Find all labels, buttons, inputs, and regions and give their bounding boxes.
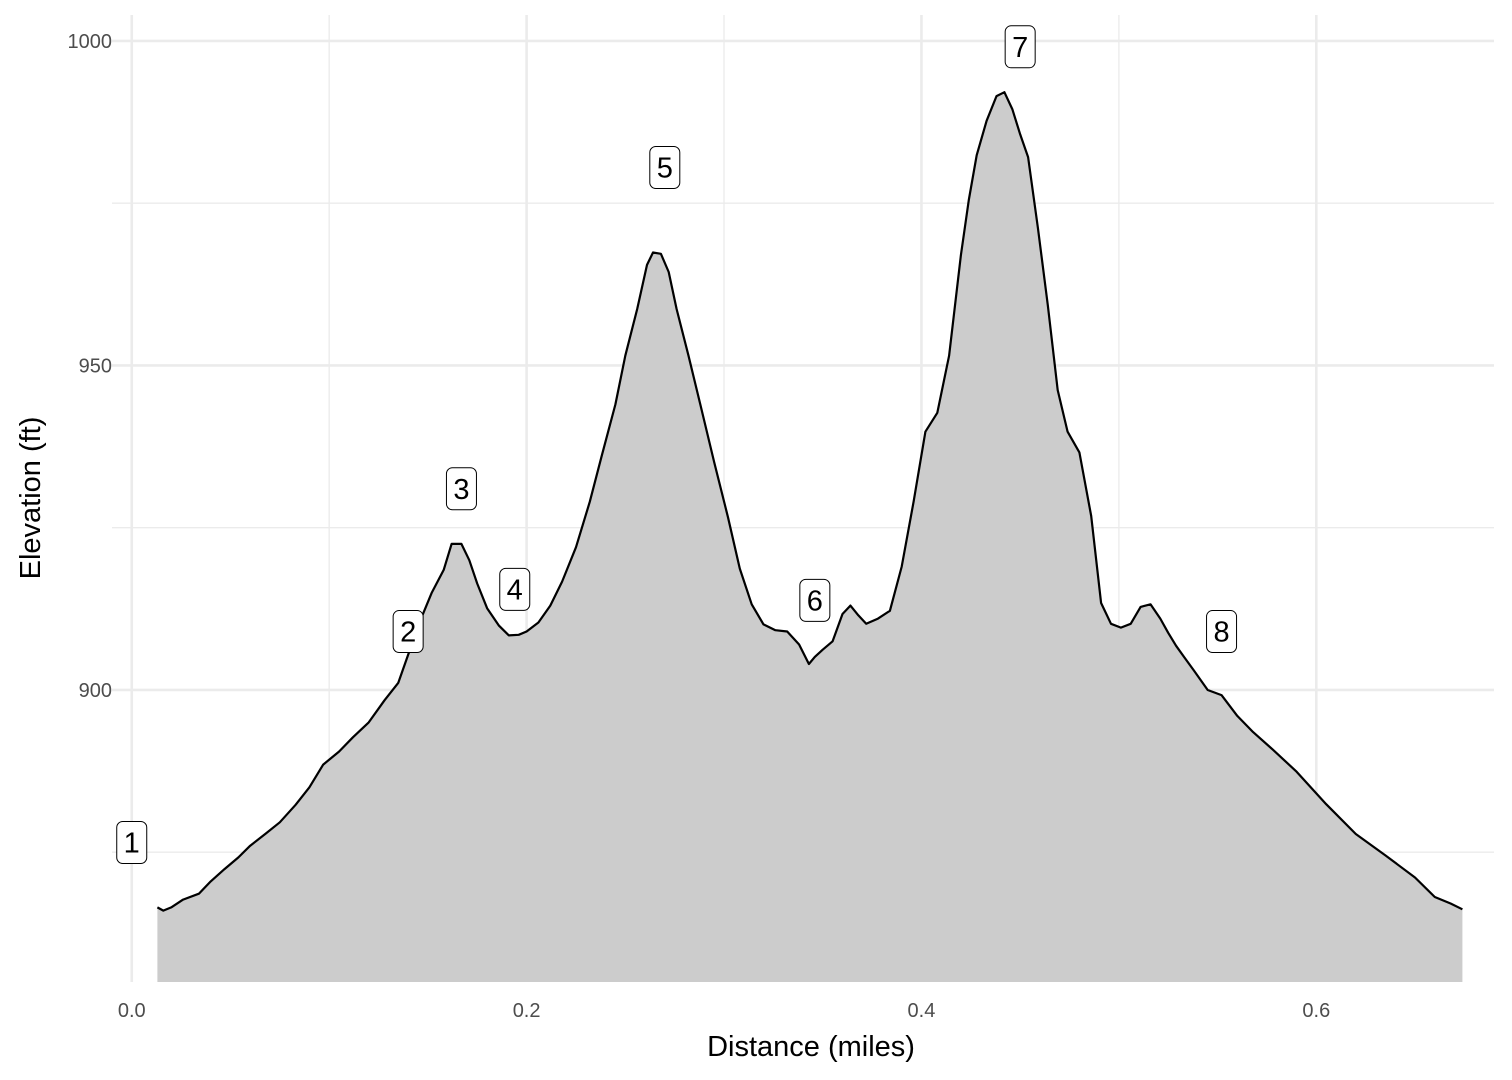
waypoint-label-3: 3 bbox=[445, 467, 477, 511]
waypoint-label-2: 2 bbox=[392, 610, 424, 654]
waypoint-label-1: 1 bbox=[116, 820, 148, 864]
waypoint-label-text: 5 bbox=[657, 153, 673, 185]
waypoint-label-box bbox=[445, 467, 477, 511]
elevation-profile-line bbox=[156, 91, 1463, 912]
x-tick-label: 0.0 bbox=[118, 1000, 146, 1022]
x-tick-label: 0.2 bbox=[513, 1000, 541, 1022]
x-tick-label: 0.6 bbox=[1302, 1000, 1330, 1022]
waypoint-label-text: 3 bbox=[453, 474, 469, 506]
waypoint-label-5: 5 bbox=[649, 146, 681, 190]
waypoint-label-box bbox=[1206, 610, 1238, 654]
waypoint-label-text: 8 bbox=[1213, 617, 1229, 649]
elevation-area-fill bbox=[157, 92, 1463, 982]
y-axis-tick-labels: 900 950 1000 bbox=[68, 31, 113, 702]
y-tick-label: 950 bbox=[79, 355, 112, 377]
waypoint-label-8: 8 bbox=[1206, 610, 1238, 654]
y-tick-label: 1000 bbox=[68, 31, 113, 53]
waypoint-label-text: 7 bbox=[1012, 32, 1028, 64]
waypoint-label-box bbox=[1004, 25, 1036, 69]
waypoint-label-box bbox=[392, 610, 424, 654]
y-axis-title: Elevation (ft) bbox=[15, 417, 47, 580]
waypoint-label-7: 7 bbox=[1004, 25, 1036, 69]
waypoint-label-box bbox=[649, 146, 681, 190]
x-axis-tick-labels: 0.0 0.2 0.4 0.6 bbox=[118, 1000, 1330, 1022]
x-axis-title: Distance (miles) bbox=[707, 1031, 915, 1063]
y-tick-label: 900 bbox=[79, 680, 112, 702]
waypoint-labels: 1 2 3 4 5 6 7 8 bbox=[116, 25, 1238, 864]
waypoint-label-box bbox=[116, 820, 148, 864]
waypoint-label-4: 4 bbox=[499, 567, 531, 611]
waypoint-label-text: 1 bbox=[124, 827, 140, 859]
x-tick-label: 0.4 bbox=[908, 1000, 936, 1022]
waypoint-label-6: 6 bbox=[799, 578, 831, 622]
waypoint-label-text: 2 bbox=[400, 617, 416, 649]
waypoint-label-box bbox=[799, 578, 831, 622]
waypoint-label-text: 4 bbox=[507, 574, 523, 606]
waypoint-label-text: 6 bbox=[807, 585, 823, 617]
waypoint-label-box bbox=[499, 567, 531, 611]
